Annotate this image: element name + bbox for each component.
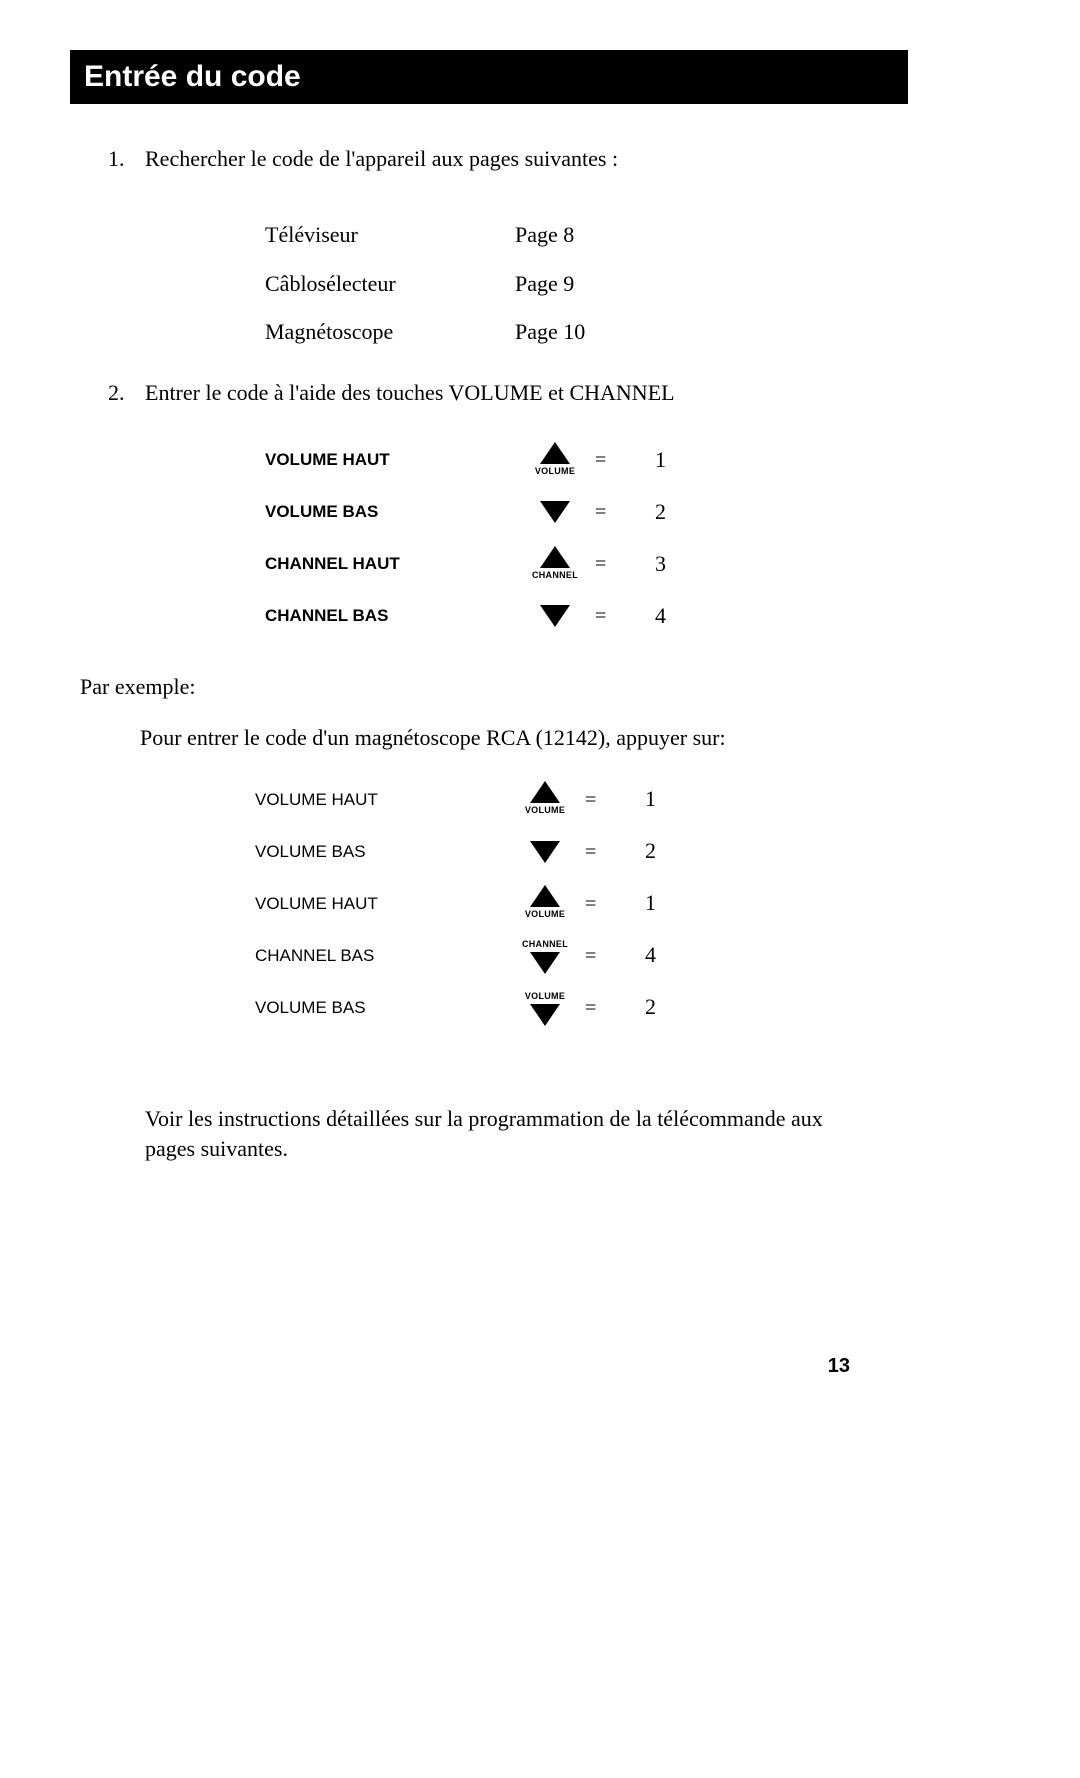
step-1: Rechercher le code de l'appareil aux pag…	[130, 144, 1010, 348]
key-number: 1	[655, 445, 695, 476]
device-name: Magnétoscope	[265, 317, 515, 348]
triangle-up-icon: VOLUME	[505, 885, 585, 922]
equals-sign: =	[585, 786, 645, 814]
triangle-up-icon	[540, 442, 570, 464]
step-2-text: Entrer le code à l'aide des touches VOLU…	[145, 380, 675, 405]
step-1-text: Rechercher le code de l'appareil aux pag…	[145, 146, 618, 171]
key-row: VOLUME BAS =2	[265, 486, 1010, 538]
section-title: Entrée du code	[84, 60, 301, 93]
key-row: VOLUME HAUT VOLUME =1	[255, 774, 1010, 826]
key-number: 4	[655, 601, 695, 632]
key-number: 3	[655, 549, 695, 580]
content-area: Rechercher le code de l'appareil aux pag…	[70, 144, 1010, 1165]
key-row: VOLUME BAS VOLUME =2	[255, 982, 1010, 1034]
equals-sign: =	[585, 890, 645, 918]
key-label: VOLUME BAS	[255, 840, 505, 864]
triangle-up-icon	[540, 546, 570, 568]
key-label: VOLUME HAUT	[265, 448, 515, 472]
key-number: 2	[655, 497, 695, 528]
key-row: CHANNEL HAUT CHANNEL =3	[265, 538, 1010, 590]
example-block: Par exemple: Pour entrer le code d'un ma…	[70, 672, 1010, 1034]
device-row: TéléviseurPage 8	[265, 220, 1010, 251]
section-title-bar: Entrée du code	[70, 50, 908, 104]
triangle-down-icon	[515, 605, 595, 627]
key-number: 1	[645, 784, 685, 815]
triangle-down-icon: VOLUME	[505, 989, 585, 1026]
key-label: VOLUME HAUT	[255, 788, 505, 812]
key-row: VOLUME HAUT VOLUME =1	[265, 434, 1010, 486]
triangle-up-icon	[530, 885, 560, 907]
triangle-up-icon	[530, 781, 560, 803]
triangle-up-icon: VOLUME	[505, 781, 585, 818]
footer-instruction: Voir les instructions détaillées sur la …	[70, 1104, 1010, 1166]
triangle-down-icon: CHANNEL	[505, 937, 585, 974]
device-table: TéléviseurPage 8CâblosélecteurPage 9Magn…	[265, 220, 1010, 348]
key-label: VOLUME BAS	[255, 996, 505, 1020]
equals-sign: =	[595, 498, 655, 526]
example-text: Pour entrer le code d'un magnétoscope RC…	[80, 723, 1010, 754]
device-row: CâblosélecteurPage 9	[265, 269, 1010, 300]
document-page: Entrée du code Rechercher le code de l'a…	[0, 0, 1080, 1778]
key-row: VOLUME BAS =2	[255, 826, 1010, 878]
key-number: 2	[645, 836, 685, 867]
equals-sign: =	[595, 550, 655, 578]
equals-sign: =	[585, 942, 645, 970]
triangle-down-icon	[515, 501, 595, 523]
keys-table-main: VOLUME HAUTVOLUME=1VOLUME BAS=2CHANNEL H…	[265, 434, 1010, 642]
keys-table-example: VOLUME HAUTVOLUME=1VOLUME BAS=2VOLUME HA…	[255, 774, 1010, 1034]
equals-sign: =	[595, 602, 655, 630]
key-label: CHANNEL BAS	[265, 604, 515, 628]
equals-sign: =	[595, 446, 655, 474]
key-number: 4	[645, 940, 685, 971]
icon-caption: VOLUME	[525, 804, 565, 817]
triangle-up-icon: CHANNEL	[515, 546, 595, 583]
triangle-down-icon	[505, 841, 585, 863]
equals-sign: =	[585, 838, 645, 866]
device-name: Téléviseur	[265, 220, 515, 251]
steps-list: Rechercher le code de l'appareil aux pag…	[70, 144, 1010, 642]
device-page: Page 8	[515, 220, 574, 251]
key-number: 1	[645, 888, 685, 919]
device-page: Page 9	[515, 269, 574, 300]
triangle-down-icon	[540, 501, 570, 523]
key-row: CHANNEL BAS =4	[265, 590, 1010, 642]
example-heading: Par exemple:	[80, 672, 1010, 703]
triangle-down-icon	[530, 841, 560, 863]
page-number: 13	[828, 1355, 850, 1378]
key-label: VOLUME BAS	[265, 500, 515, 524]
key-label: CHANNEL BAS	[255, 944, 505, 968]
triangle-down-icon	[530, 952, 560, 974]
triangle-down-icon	[540, 605, 570, 627]
icon-caption: VOLUME	[535, 465, 575, 478]
equals-sign: =	[585, 994, 645, 1022]
key-number: 2	[645, 992, 685, 1023]
device-row: MagnétoscopePage 10	[265, 317, 1010, 348]
key-label: CHANNEL HAUT	[265, 552, 515, 576]
device-page: Page 10	[515, 317, 585, 348]
key-row: VOLUME HAUT VOLUME =1	[255, 878, 1010, 930]
device-name: Câblosélecteur	[265, 269, 515, 300]
key-label: VOLUME HAUT	[255, 892, 505, 916]
icon-caption: VOLUME	[525, 908, 565, 921]
key-row: CHANNEL BAS CHANNEL =4	[255, 930, 1010, 982]
icon-caption: CHANNEL	[522, 938, 568, 951]
icon-caption: VOLUME	[525, 990, 565, 1003]
step-2: Entrer le code à l'aide des touches VOLU…	[130, 378, 1010, 642]
triangle-up-icon: VOLUME	[515, 442, 595, 479]
icon-caption: CHANNEL	[532, 569, 578, 582]
triangle-down-icon	[530, 1004, 560, 1026]
